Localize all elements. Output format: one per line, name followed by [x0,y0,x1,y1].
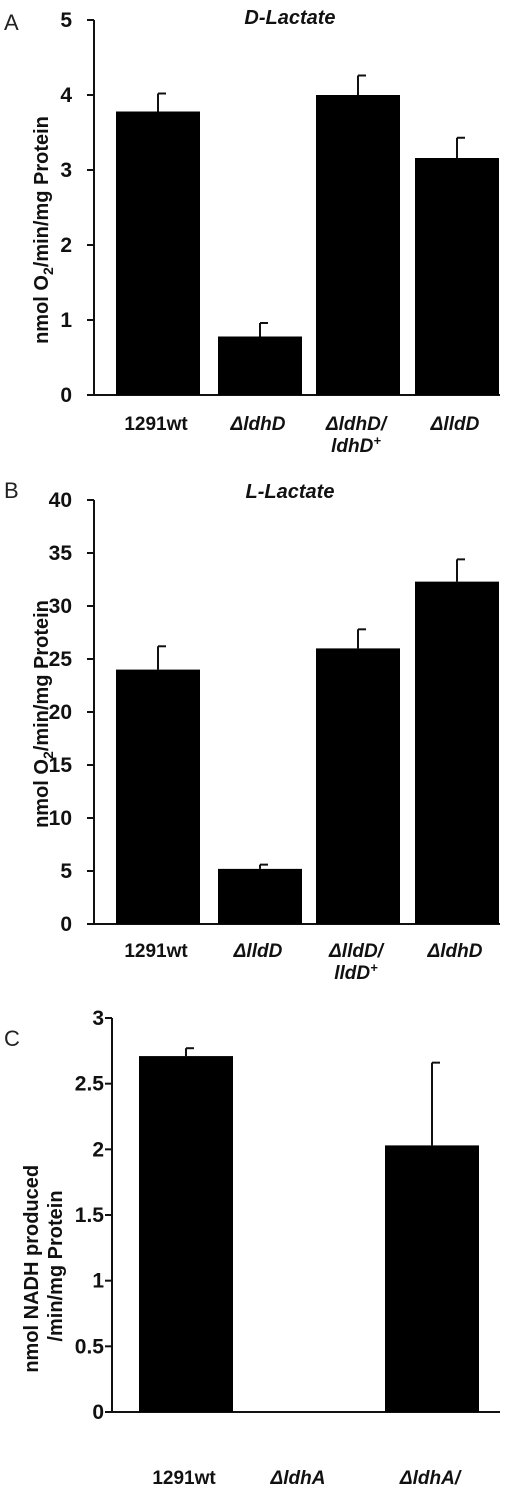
panel-a-bar [116,111,200,395]
panel-a-category-label: ΔldhD [230,414,286,435]
panel-b-bar [316,648,400,924]
panel-b-y-tick-label: 5 [60,860,72,883]
panel-a-bar [316,95,400,395]
panel-a-y-tick-label: 4 [60,84,72,107]
panel-b-y-tick-label: 40 [49,489,72,512]
panel-b-bar [116,669,200,924]
panel-b-category-label: ΔlldD/lldD+ [328,941,385,984]
panel-b-y-tick-label: 15 [49,754,73,777]
panel-c-y-axis-label: nmol NADH produced /min/mg Protein [21,1159,67,1372]
panel-c-category-label: ΔldhA [270,1468,326,1488]
panel-a-chart: A D-Lactate nmol O2/min/mg Protein 0 1 2 3 4… [4,7,500,457]
panel-a-y-axis-label: nmol O2/min/mg Protein [31,116,56,344]
panel-c-letter: C [4,1026,20,1051]
panel-a-bar [218,336,302,395]
panel-a-y-tick-label: 3 [60,159,72,182]
panel-c-chart: C nmol NADH produced /min/mg Protein 0 0.… [4,1007,500,1488]
panel-c-y-tick-label: 2.5 [75,1073,105,1096]
panel-c-y-tick-label: 1.5 [75,1204,105,1227]
panel-c-y-axis-label-line-1: nmol NADH produced [21,1165,43,1373]
panel-c-y-tick-label: 2 [92,1138,104,1161]
panel-b-title: L-Lactate [246,481,335,503]
panel-b-category-label: ΔldhD [427,941,483,962]
panel-b-y-tick-label: 25 [49,648,73,671]
panel-b-category-label: ΔlldD [233,941,283,962]
panel-c-category-label: ΔldhA/ldhA+ [399,1468,462,1488]
panel-c-bar [385,1145,479,1412]
panel-a-y-tick-label: 0 [60,384,72,407]
panel-b-bar [415,581,499,924]
panel-b-y-axis-label: nmol O2/min/mg Protein [31,600,56,828]
panel-c-y-tick-label: 1 [92,1270,104,1293]
panel-a-category-label: ΔlldD [430,414,480,435]
panel-a-category-label: ΔldhD/ldhD+ [325,414,388,457]
panel-a-title: D-Lactate [244,7,335,29]
panel-b-chart: B L-Lactate nmol O2/min/mg Protein 0 5 10 1… [4,478,500,984]
panel-b-letter: B [4,478,19,503]
panel-c-y-tick-label: 0.5 [75,1335,105,1358]
panel-b-y-tick-label: 0 [60,913,72,936]
panel-c-y-axis-label-line-2: /min/mg Protein [45,1190,67,1341]
panel-b-bar [218,868,302,924]
panel-b-y-tick-label: 10 [49,807,72,830]
panel-c-bar [139,1056,233,1412]
panel-c-y-tick-label: 3 [92,1007,104,1030]
panel-b-category-label: 1291wt [124,941,188,962]
panel-b-y-tick-label: 35 [49,542,73,565]
panel-a-y-tick-label: 2 [60,234,72,257]
panel-a-letter: A [4,10,19,35]
panel-c-category-label: 1291wt [152,1468,216,1488]
panel-c-y-tick-label: 0 [92,1401,104,1424]
panel-a-y-tick-label: 5 [60,9,72,32]
panel-a-y-tick-label: 1 [60,309,72,332]
panel-b-y-tick-label: 20 [49,701,72,724]
panel-b-y-tick-label: 30 [49,595,72,618]
panel-a-bar [415,158,499,395]
panel-a-category-label: 1291wt [124,414,188,435]
